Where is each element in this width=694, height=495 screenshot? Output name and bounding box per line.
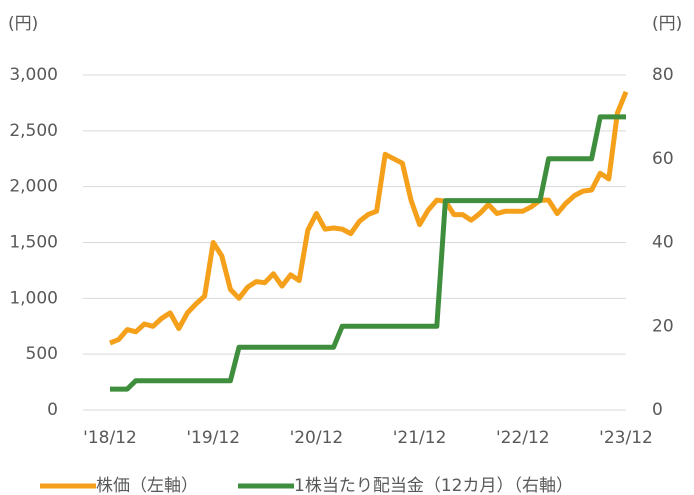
x-tick-label: '23/12 [599,428,653,448]
x-tick-label: '18/12 [83,428,137,448]
y2-tick-label: 80 [652,65,674,85]
y2-tick-label: 40 [652,233,674,253]
y-tick-label: 2,000 [9,177,58,197]
legend-label: 1株当たり配当金（12カ月）（右軸） [294,476,573,495]
legend-label: 株価（左軸） [96,476,198,495]
y-tick-label: 2,500 [9,121,58,141]
x-tick-label: '19/12 [186,428,240,448]
y-tick-label: 0 [47,400,58,420]
y-tick-label: 500 [26,344,58,364]
series-line [110,114,626,392]
y2-unit: (円) [652,14,682,34]
y2-tick-label: 20 [652,316,674,336]
y-tick-label: 1,500 [9,233,58,253]
x-tick-label: '20/12 [290,428,344,448]
y-tick-label: 1,000 [9,288,58,308]
y2-tick-label: 60 [652,149,674,169]
series-line [109,90,629,346]
y2-tick-label: 0 [652,400,663,420]
x-tick-label: '21/12 [393,428,447,448]
y-tick-label: 3,000 [9,65,58,85]
y-unit: (円) [8,14,38,34]
x-tick-label: '22/12 [496,428,550,448]
